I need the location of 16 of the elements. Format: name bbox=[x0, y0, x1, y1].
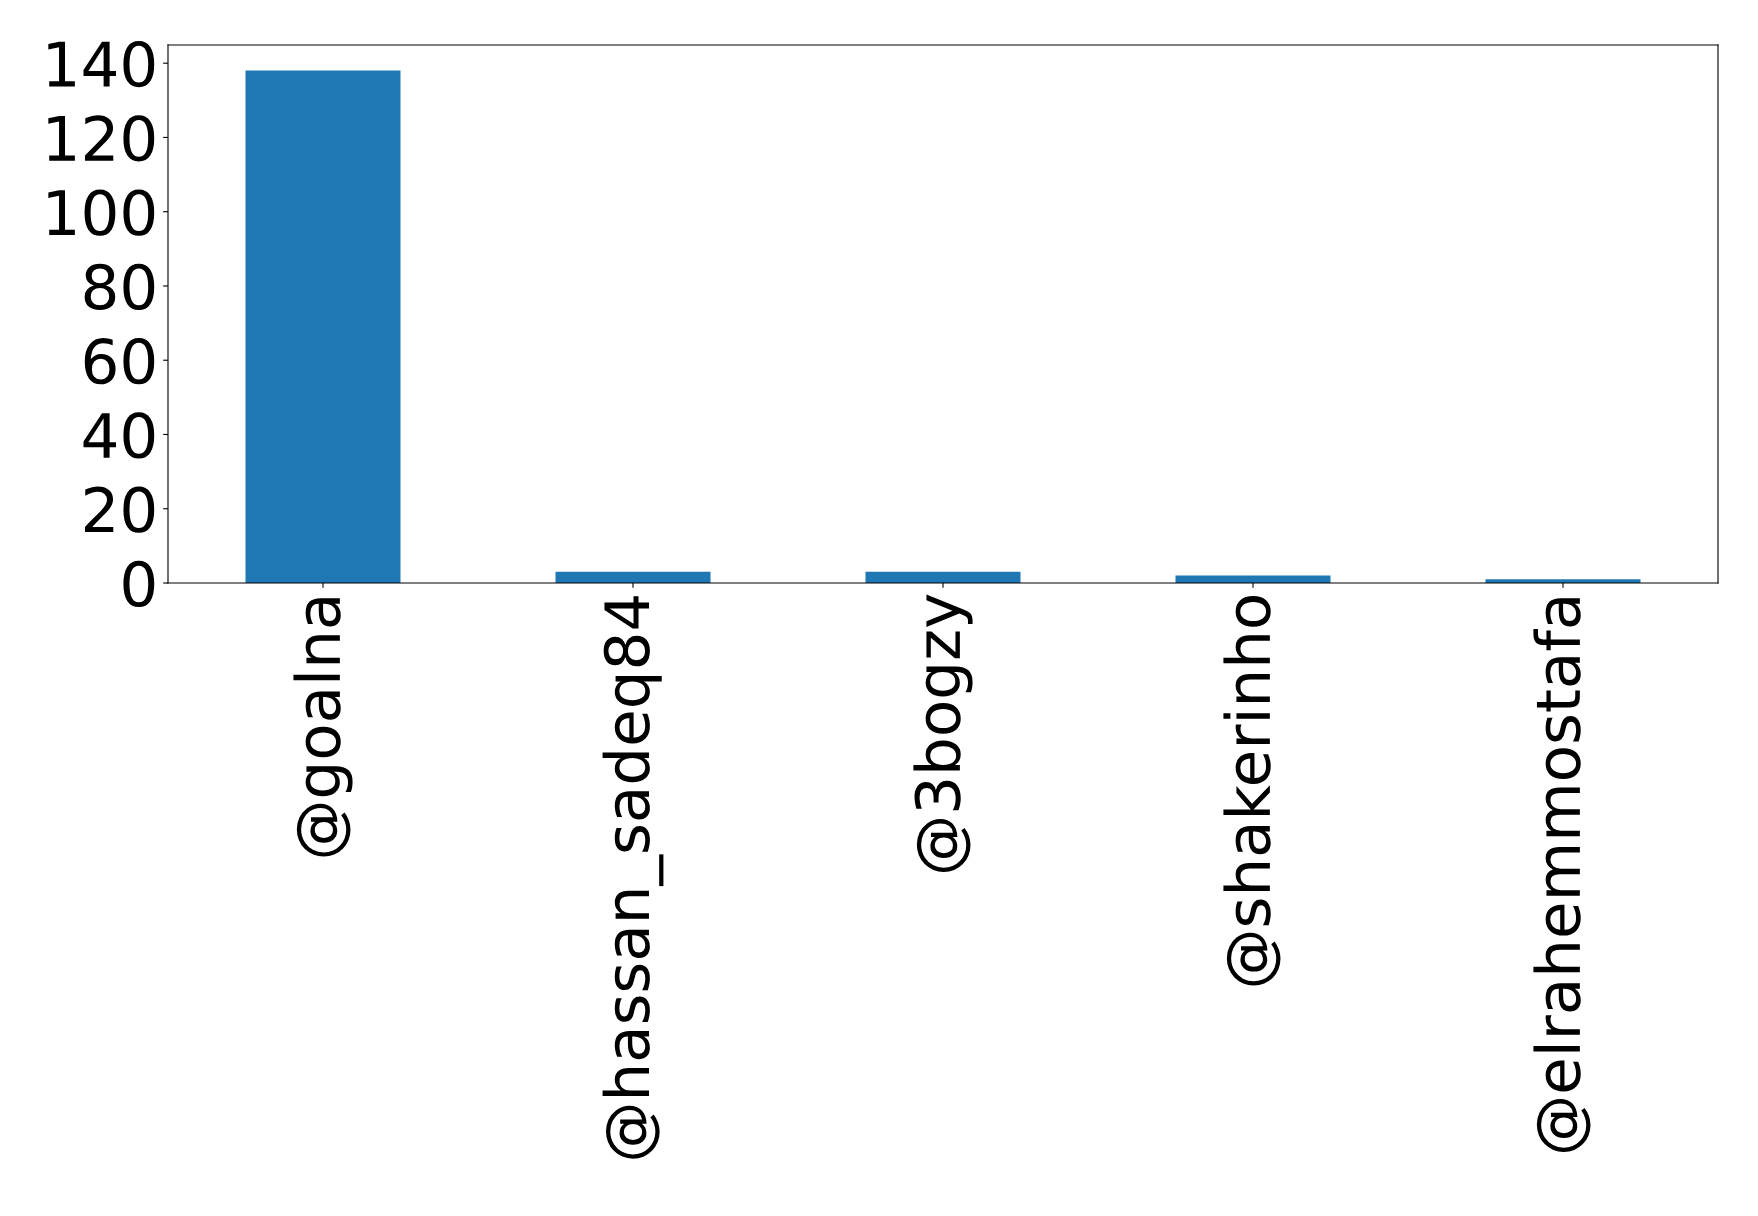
y-tick-label: 60 bbox=[84, 338, 155, 385]
x-tick-label: @elrahemmostafa bbox=[1533, 598, 1591, 1152]
y-tick-label: 40 bbox=[83, 412, 155, 459]
y-tick-label: 80 bbox=[84, 263, 155, 311]
x-tick-label: @3bogzy bbox=[913, 594, 973, 872]
y-tick-label: 0 bbox=[123, 560, 155, 608]
bar bbox=[555, 571, 711, 583]
y-tick-label: 140 bbox=[48, 41, 155, 88]
x-tick-label: @hassan_sadeq84 bbox=[602, 596, 664, 1159]
bar bbox=[865, 571, 1021, 583]
y-tick-label: 100 bbox=[48, 189, 155, 236]
y-tick-label: 120 bbox=[48, 115, 155, 162]
x-tick-label: @goalna bbox=[293, 598, 353, 857]
x-tick-label: @shakerinho bbox=[1223, 596, 1281, 986]
y-tick-label: 20 bbox=[84, 486, 155, 533]
bar bbox=[245, 70, 401, 583]
